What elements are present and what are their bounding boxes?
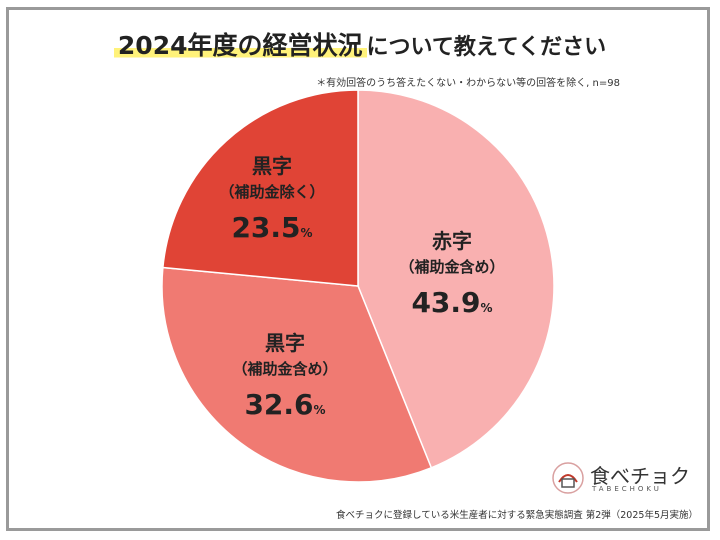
title-rest: について教えてください [366,35,607,60]
pie-slice [162,89,359,287]
logo-text: 食べチョク [590,464,690,488]
title-area: 2024年度の経営状況 について教えてください [0,26,720,62]
title-main: 2024年度の経営状況 [113,31,367,60]
footer-source: 食べチョクに登録している米生産者に対する緊急実態調査 第2弾（2025年5月実施… [335,510,698,521]
logo: 食べチョク TABECHOKU [550,458,690,498]
sample-note: ＊有効回答のうち答えたくない・わからない等の回答を除く, n=98 [316,78,620,89]
slice-sublabel: （補助金含め） [232,360,337,378]
pie-slice [161,266,433,483]
slice-sublabel: （補助金含め） [399,258,504,276]
slice-sublabel: （補助金除く） [219,183,324,201]
slice-label: 黒字 [265,331,305,355]
slice-value: 43.9% [411,286,492,319]
slice-value: 23.5% [231,211,312,244]
chart-title: 2024年度の経営状況 について教えてください [113,26,607,62]
slice-value: 32.6% [244,388,325,421]
slice-label: 赤字 [432,229,472,253]
pie-slice [357,89,555,469]
logo-subtext: TABECHOKU [592,485,662,493]
logo-emblem-icon [552,462,584,494]
slice-label: 黒字 [252,154,292,178]
